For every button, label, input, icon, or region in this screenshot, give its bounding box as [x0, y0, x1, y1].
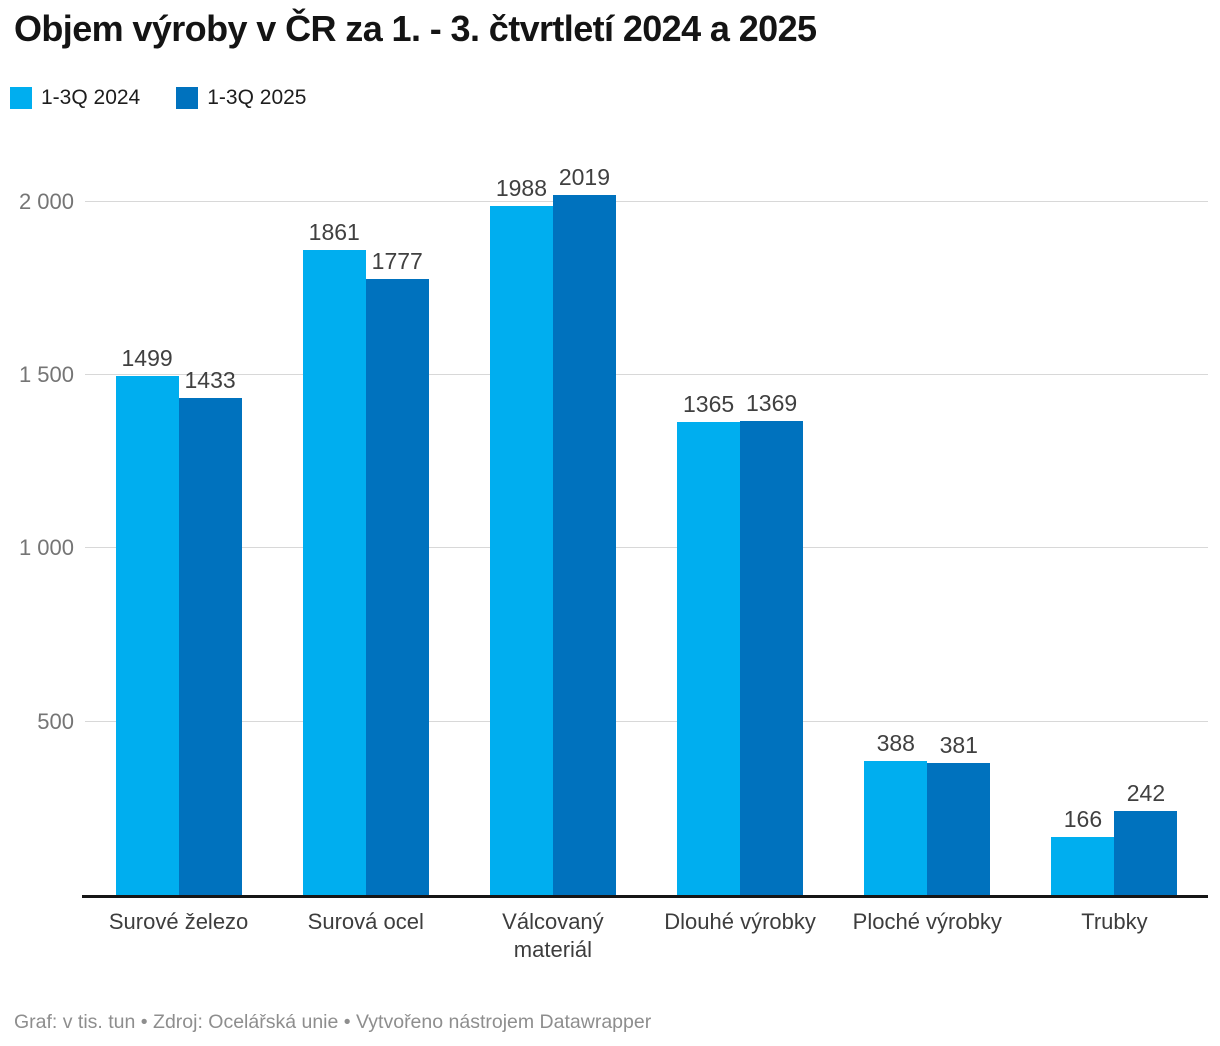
bar-value-label: 1988: [495, 175, 548, 201]
gridline-1500: [85, 374, 1208, 376]
x-axis-category: Trubky: [1021, 908, 1208, 936]
y-axis-tick-label: 500: [37, 708, 74, 734]
bar-value-label: 166: [1063, 806, 1103, 832]
legend: 1-3Q 2024 1-3Q 2025: [10, 86, 307, 110]
x-axis-category-label: Ploché výrobky: [852, 909, 1002, 934]
x-axis-category: Dlouhé výrobky: [647, 908, 834, 936]
bar-1-3q-2025[interactable]: 1777: [365, 250, 429, 895]
bar-group: 1499 1433: [85, 347, 272, 895]
bar-group: 166 242: [1021, 782, 1208, 895]
bar-value-label: 1433: [184, 367, 236, 393]
bar-groups: 1499 1433 1861 1777 1988 2019 1365 1369 388 381 16…: [85, 166, 1208, 895]
x-axis-category-label: Trubky: [1081, 909, 1148, 934]
y-axis-tick-label: 1 000: [18, 535, 74, 561]
x-axis-category: Surové železo: [85, 908, 272, 936]
bar-value-label: 1499: [121, 345, 173, 371]
bar-group: 388 381: [834, 732, 1021, 895]
bar-group: 1988 2019: [459, 166, 646, 895]
plot-area: 500 1 000 1 500 2 000 1499 1433 1861 1777 1988 20…: [19, 166, 1208, 895]
x-axis-category-label: Surové železo: [108, 909, 249, 934]
chart-title: Objem výroby v ČR za 1. - 3. čtvrtletí 2…: [14, 8, 817, 49]
legend-label: 1-3Q 2024: [41, 86, 141, 109]
legend-swatch-icon: [10, 87, 32, 109]
x-axis-category: Surová ocel: [272, 908, 459, 936]
x-axis-category: Ploché výrobky: [834, 908, 1021, 936]
gridline-1000: [85, 547, 1208, 549]
y-axis-tick-label: 2 000: [18, 188, 74, 214]
bar-group: 1365 1369: [647, 392, 834, 895]
footer-credit: Graf: v tis. tun • Zdroj: Ocelářská unie…: [14, 1011, 652, 1033]
bar-value-label: 381: [939, 732, 978, 758]
bar-value-label: 242: [1126, 780, 1166, 806]
x-axis-category-label: Surová ocel: [307, 909, 424, 934]
bar-1-3q-2024[interactable]: 1988: [489, 177, 553, 895]
x-axis-labels: Surové železo Surová ocel Válcovaný materi…: [85, 908, 1208, 964]
bar-1-3q-2025[interactable]: 242: [1114, 782, 1178, 895]
legend-swatch-icon: [176, 87, 199, 109]
bar-1-3q-2025[interactable]: 2019: [552, 166, 616, 895]
x-axis-line: [82, 895, 1208, 898]
gridline-2000: [85, 200, 1208, 202]
bar-1-3q-2025[interactable]: 381: [927, 734, 991, 895]
bar-1-3q-2024[interactable]: 1499: [115, 347, 179, 895]
bar-value-label: 1777: [371, 248, 423, 274]
x-axis-category-label: Dlouhé výrobky: [664, 909, 816, 934]
bar-1-3q-2025[interactable]: 1433: [178, 369, 242, 895]
legend-label: 1-3Q 2025: [207, 86, 307, 109]
legend-item-1-3q-2024: 1-3Q 2024: [10, 86, 140, 110]
bar-1-3q-2024[interactable]: 1861: [302, 221, 366, 895]
bar-1-3q-2024[interactable]: 166: [1051, 808, 1115, 895]
bar-1-3q-2024[interactable]: 388: [864, 732, 928, 895]
bar-1-3q-2025[interactable]: 1369: [740, 392, 804, 895]
bar-value-label: 1369: [746, 390, 798, 416]
legend-item-1-3q-2025: 1-3Q 2025: [176, 86, 307, 110]
bar-value-label: 1365: [683, 391, 735, 417]
gridline-500: [85, 720, 1208, 722]
bar-1-3q-2024[interactable]: 1365: [677, 393, 741, 895]
y-axis-tick-label: 1 500: [18, 362, 74, 388]
x-axis-category: Válcovaný materiál: [459, 908, 646, 964]
bar-value-label: 2019: [558, 164, 611, 190]
bar-value-label: 388: [876, 730, 915, 756]
bar-value-label: 1861: [308, 219, 360, 245]
x-axis-category-label: Válcovaný materiál: [502, 909, 604, 962]
bar-group: 1861 1777: [272, 221, 459, 895]
